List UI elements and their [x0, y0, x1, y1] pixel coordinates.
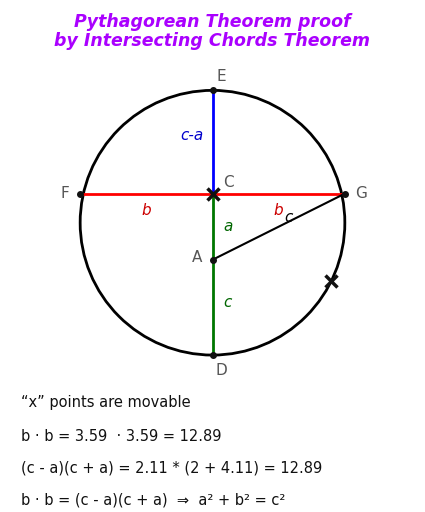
Text: C: C — [223, 175, 234, 189]
Text: F: F — [61, 186, 70, 201]
Text: (c - a)(c + a) = 2.11 * (2 + 4.11) = 12.89: (c - a)(c + a) = 2.11 * (2 + 4.11) = 12.… — [21, 461, 323, 476]
Text: a: a — [223, 219, 232, 234]
Text: by Intersecting Chords Theorem: by Intersecting Chords Theorem — [54, 32, 371, 50]
Text: b: b — [142, 203, 151, 218]
Text: Pythagorean Theorem proof: Pythagorean Theorem proof — [74, 13, 351, 31]
Text: b · b = (c - a)(c + a)  ⇒  a² + b² = c²: b · b = (c - a)(c + a) ⇒ a² + b² = c² — [21, 493, 286, 507]
Text: “x” points are movable: “x” points are movable — [21, 395, 191, 410]
Text: c-a: c-a — [180, 128, 203, 143]
Text: b · b = 3.59  · 3.59 = 12.89: b · b = 3.59 · 3.59 = 12.89 — [21, 429, 222, 443]
Text: G: G — [355, 186, 367, 201]
Text: c: c — [284, 210, 292, 225]
Text: A: A — [192, 250, 202, 265]
Text: D: D — [216, 363, 228, 378]
Text: b: b — [274, 203, 283, 218]
Text: c: c — [223, 294, 232, 310]
Text: E: E — [217, 69, 227, 84]
